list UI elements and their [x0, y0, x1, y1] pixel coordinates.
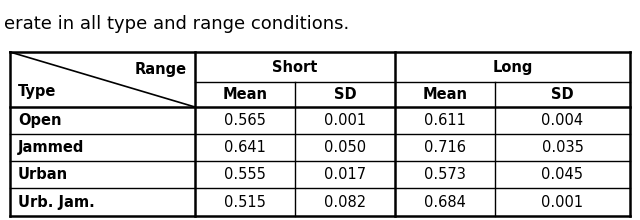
Text: 0.555: 0.555	[224, 167, 266, 182]
Text: 0.045: 0.045	[541, 167, 584, 182]
Text: 0.573: 0.573	[424, 167, 466, 182]
Text: Short: Short	[272, 59, 317, 75]
Text: Open: Open	[18, 113, 61, 128]
Text: 0.001: 0.001	[324, 113, 366, 128]
Text: 0.050: 0.050	[324, 140, 366, 155]
Text: 0.611: 0.611	[424, 113, 466, 128]
Text: Type: Type	[18, 84, 56, 99]
Text: Mean: Mean	[223, 87, 268, 102]
Text: 0.004: 0.004	[541, 113, 584, 128]
Text: SD: SD	[333, 87, 356, 102]
Text: Mean: Mean	[422, 87, 467, 102]
Text: Long: Long	[492, 59, 532, 75]
Text: Range: Range	[135, 62, 187, 77]
Text: Urb. Jam.: Urb. Jam.	[18, 194, 95, 209]
Text: 0.565: 0.565	[224, 113, 266, 128]
Text: erate in all type and range conditions.: erate in all type and range conditions.	[4, 15, 349, 33]
Text: 0.082: 0.082	[324, 194, 366, 209]
Text: SD: SD	[551, 87, 574, 102]
Text: 0.001: 0.001	[541, 194, 584, 209]
Text: 0.515: 0.515	[224, 194, 266, 209]
Text: Jammed: Jammed	[18, 140, 84, 155]
Text: 0.035: 0.035	[541, 140, 584, 155]
Text: Urban: Urban	[18, 167, 68, 182]
Text: 0.017: 0.017	[324, 167, 366, 182]
Text: 0.641: 0.641	[224, 140, 266, 155]
Text: 0.684: 0.684	[424, 194, 466, 209]
Text: 0.716: 0.716	[424, 140, 466, 155]
